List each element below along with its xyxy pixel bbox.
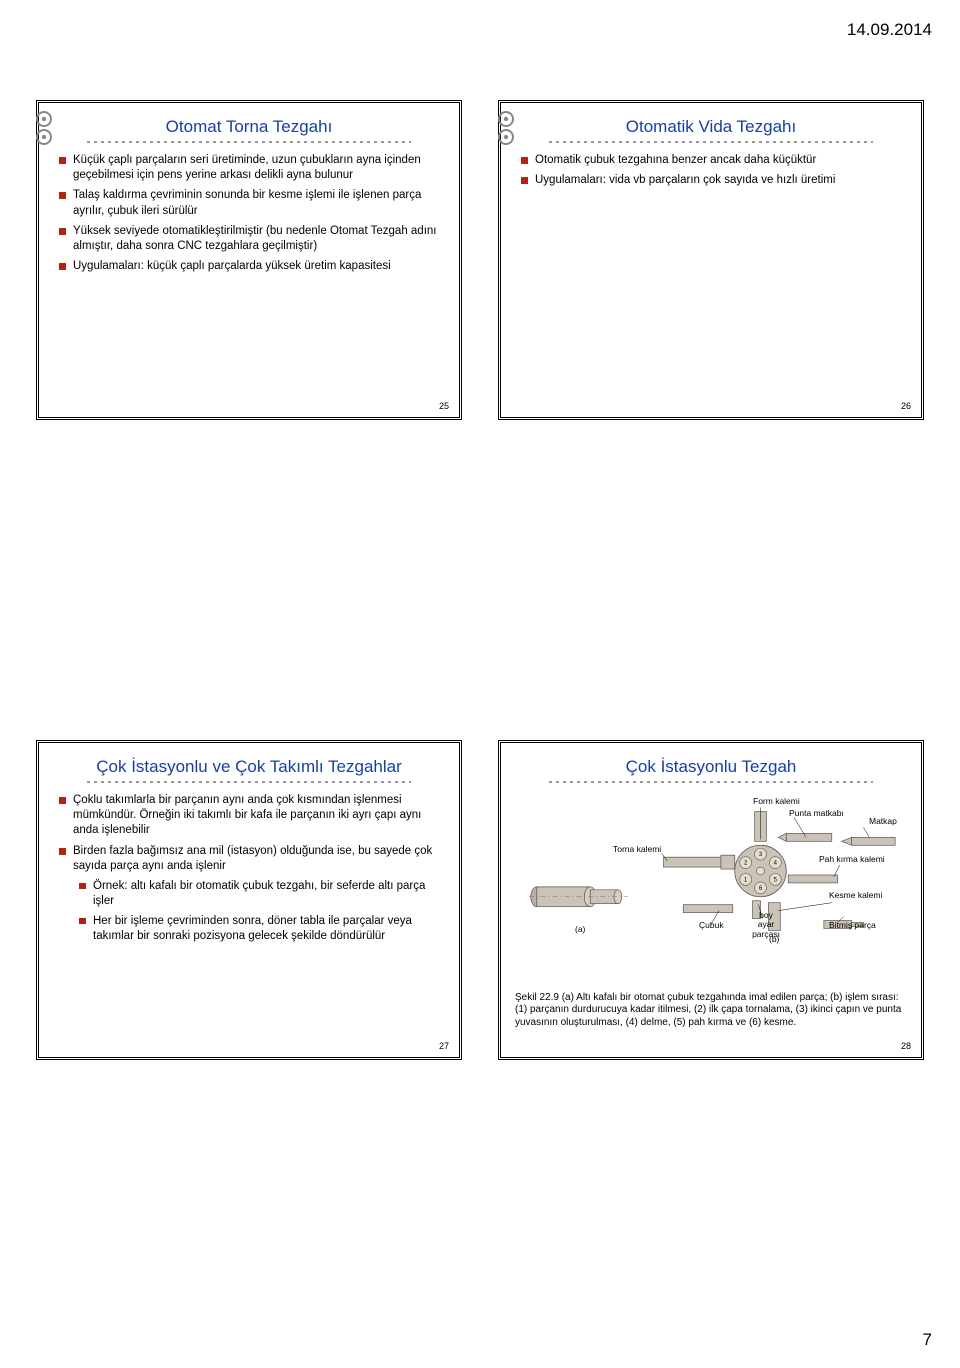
bullet-icon [79,883,86,889]
list-text: Yüksek seviyede otomatikleştirilmiştir (… [73,224,447,254]
label-bitmis: Bitmiş parça [829,921,876,930]
svg-text:2: 2 [744,861,747,867]
label-b: (b) [769,935,779,944]
slide-27: Çok İstasyonlu ve Çok Takımlı Tezgahlar … [36,740,462,1060]
gear-icon [496,127,516,147]
diagram: 3 4 5 6 1 2 [513,793,909,953]
slide-title: Çok İstasyonlu Tezgah [513,757,909,777]
bullet-list: Küçük çaplı parçaların seri üretiminde, … [51,153,447,274]
list-item: Küçük çaplı parçaların seri üretiminde, … [59,153,447,183]
gear-icon [34,109,54,129]
slide-number: 27 [439,1041,449,1051]
list-item: Talaş kaldırma çevriminin sonunda bir ke… [59,188,447,218]
list-item: Birden fazla bağımsız ana mil (istasyon)… [59,844,447,874]
bullet-icon [521,177,528,184]
sub-bullet-list: Örnek: altı kafalı bir otomatik çubuk te… [51,879,447,945]
label-a: (a) [575,925,585,934]
bullet-list: Çoklu takımlarla bir parçanın aynı anda … [51,793,447,874]
list-item: Örnek: altı kafalı bir otomatik çubuk te… [79,879,447,909]
list-text: Örnek: altı kafalı bir otomatik çubuk te… [93,879,447,909]
label-kesme: Kesme kalemi [829,891,882,900]
list-text: Otomatik çubuk tezgahına benzer ancak da… [535,153,909,168]
slide-title: Otomatik Vida Tezgahı [513,117,909,137]
list-text: Çoklu takımlarla bir parçanın aynı anda … [73,793,447,839]
list-text: Birden fazla bağımsız ana mil (istasyon)… [73,844,447,874]
gear-icon [34,127,54,147]
slide-title: Otomat Torna Tezgahı [51,117,447,137]
list-text: Küçük çaplı parçaların seri üretiminde, … [73,153,447,183]
slide-26: Otomatik Vida Tezgahı Otomatik çubuk tez… [498,100,924,420]
list-text: Uygulamaları: küçük çaplı parçalarda yük… [73,259,447,274]
bullet-icon [59,228,66,235]
bullet-icon [521,157,528,164]
label-cubuk: Çubuk [699,921,724,930]
list-item: Çoklu takımlarla bir parçanın aynı anda … [59,793,447,839]
label-matkap: Matkap [869,817,897,826]
slide-number: 26 [901,401,911,411]
hr-icon [87,781,412,783]
slide-number: 28 [901,1041,911,1051]
bullet-icon [59,797,66,804]
bullet-icon [59,192,66,199]
list-text: Uygulamaları: vida vb parçaların çok say… [535,173,909,188]
slide-row-2: Çok İstasyonlu ve Çok Takımlı Tezgahlar … [0,740,960,1060]
figure-caption: Şekil 22.9 (a) Altı kafalı bir otomat çu… [515,992,907,1030]
gear-icon [496,109,516,129]
hr-icon [549,141,874,143]
label-torna: Torna kalemi [613,845,661,854]
slide-number: 25 [439,401,449,411]
slide-title: Çok İstasyonlu ve Çok Takımlı Tezgahlar [51,757,447,777]
bullet-icon [59,157,66,164]
list-item: Uygulamaları: vida vb parçaların çok say… [521,173,909,188]
slide-28: Çok İstasyonlu Tezgah [498,740,924,1060]
list-item: Otomatik çubuk tezgahına benzer ancak da… [521,153,909,168]
header-date: 14.09.2014 [847,20,932,40]
bullet-icon [79,918,86,924]
slide-25: Otomat Torna Tezgahı Küçük çaplı parçala… [36,100,462,420]
list-text: Her bir işleme çevriminden sonra, döner … [93,914,447,944]
bullet-list: Otomatik çubuk tezgahına benzer ancak da… [513,153,909,188]
bullet-icon [59,848,66,855]
hr-icon [87,141,412,143]
label-form: Form kalemi [753,797,800,806]
label-punta: Punta matkabı [789,809,844,818]
slide-row-1: Otomat Torna Tezgahı Küçük çaplı parçala… [0,100,960,420]
hr-icon [549,781,874,783]
list-item: Her bir işleme çevriminden sonra, döner … [79,914,447,944]
bullet-icon [59,263,66,270]
list-item: Yüksek seviyede otomatikleştirilmiştir (… [59,224,447,254]
list-text: Talaş kaldırma çevriminin sonunda bir ke… [73,188,447,218]
list-item: Uygulamaları: küçük çaplı parçalarda yük… [59,259,447,274]
page-number: 7 [923,1330,932,1350]
label-pah: Pah kırma kalemi [819,855,885,864]
